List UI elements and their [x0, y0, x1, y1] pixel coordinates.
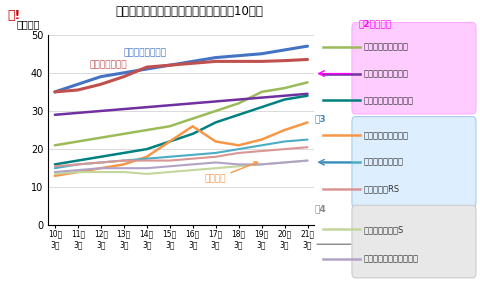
Text: 第2グループ: 第2グループ — [359, 20, 392, 29]
Text: 大京アステージ: 大京アステージ — [89, 60, 127, 69]
Text: 三井不動産RS: 三井不動産RS — [363, 185, 399, 194]
Text: 第3: 第3 — [314, 114, 326, 123]
Text: （万戸）: （万戸） — [16, 19, 39, 29]
Text: 日本ハウズイング: 日本ハウズイング — [124, 49, 167, 58]
Text: マ!: マ! — [7, 9, 21, 22]
FancyBboxPatch shape — [352, 116, 476, 208]
Text: 東急コミュニティー: 東急コミュニティー — [363, 69, 408, 78]
Text: 住友不動産建物S: 住友不動産建物S — [363, 225, 404, 234]
Text: 三菱地所コミュニティ: 三菱地所コミュニティ — [363, 96, 413, 105]
Text: 契約辞退: 契約辞退 — [204, 162, 258, 184]
Text: 第4: 第4 — [314, 204, 326, 213]
Text: 合人社計画研究所: 合人社計画研究所 — [363, 158, 403, 167]
FancyBboxPatch shape — [352, 23, 476, 114]
Title: マンション総合管理戸数の推移（上位10社）: マンション総合管理戸数の推移（上位10社） — [115, 5, 263, 18]
Text: 長谷工コミュニティ: 長谷工コミュニティ — [363, 42, 408, 51]
FancyBboxPatch shape — [352, 205, 476, 278]
Text: 野村不動産パートナーズ: 野村不動産パートナーズ — [363, 255, 419, 264]
Text: 大和ライフネクスト: 大和ライフネクスト — [363, 131, 408, 140]
